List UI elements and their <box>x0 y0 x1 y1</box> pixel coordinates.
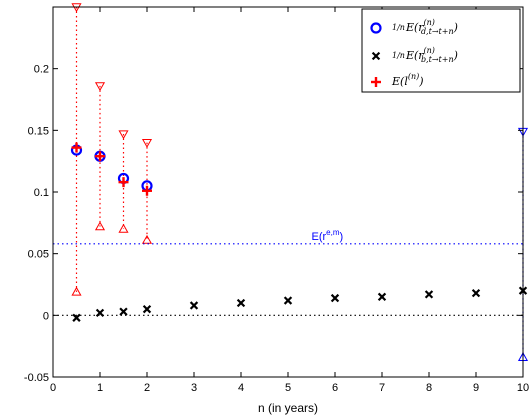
bond-return-point <box>72 313 81 322</box>
bond-return-point <box>377 292 387 302</box>
x-tick-label: 0 <box>50 382 56 394</box>
bond-return-point-stroke <box>424 290 434 299</box>
bond-return-point-stroke <box>330 293 340 303</box>
x-axis-label: n (in years) <box>258 401 318 415</box>
band-lower-marker <box>94 221 106 231</box>
bond-return-point-stroke <box>471 288 481 298</box>
bond-return-point-stroke <box>236 298 246 308</box>
y-tick-label: -0.05 <box>24 372 49 384</box>
bond-return-point <box>424 290 434 299</box>
reference-lines: E(re,m) <box>53 228 523 316</box>
y-tick-label: 0.2 <box>34 64 49 76</box>
legend-entry-label: 1/nE(r(n) b,t→t+n) <box>392 46 458 64</box>
bond-return-point <box>236 298 246 308</box>
bond-return-point-stroke <box>95 308 105 318</box>
bond-return-point-stroke <box>283 296 293 305</box>
bond-return-point <box>119 307 128 316</box>
leverage-point <box>71 142 82 153</box>
leverage-point <box>142 185 152 196</box>
legend-marker <box>371 51 381 61</box>
x-tick-label: 2 <box>144 382 150 394</box>
y-tick-label: 0.15 <box>28 125 49 137</box>
band-lower-marker <box>118 223 129 233</box>
x-tick-label: 5 <box>285 382 291 394</box>
x-tick-label: 7 <box>379 382 385 394</box>
bond-return-point <box>330 293 340 303</box>
x-tick-label: 8 <box>426 382 432 394</box>
bond-return-point-stroke <box>142 304 152 314</box>
band-lower-marker <box>71 286 82 296</box>
bond-return-point-stroke <box>189 301 199 310</box>
bond-return-point <box>95 308 105 318</box>
market-return-label: E(re,m) <box>312 228 344 243</box>
legend-entry-label: 1/nE(r(n) d,t→t+n) <box>392 18 458 36</box>
x-tick-label: 1 <box>97 382 103 394</box>
legend-marker <box>370 22 382 34</box>
x-tick-label: 9 <box>473 382 479 394</box>
bond-return-point <box>283 296 293 305</box>
legend-marker-stroke <box>371 51 381 61</box>
band-upper-marker <box>141 138 153 148</box>
bond-return-point <box>189 301 199 310</box>
bond-return-point-stroke <box>119 307 128 316</box>
bond-return-point <box>471 288 481 298</box>
band-upper-marker <box>118 130 129 140</box>
x-tick-label: 6 <box>332 382 338 394</box>
legend-marker <box>371 77 381 87</box>
leverage-point <box>118 177 129 188</box>
x-tick-label: 3 <box>191 382 197 394</box>
x-tick-label: 4 <box>238 382 244 394</box>
bond-return-point-stroke <box>72 313 81 322</box>
y-tick-label: 0 <box>43 310 49 322</box>
leverage-point <box>95 151 105 162</box>
y-tick-label: 0.1 <box>34 187 49 199</box>
legend: 1/nE(r(n) d,t→t+n) 1/nE(r(n) b,t→t+n) E(l(n)… <box>361 8 521 93</box>
x-tick-label: 10 <box>517 382 529 394</box>
legend-box <box>361 8 521 93</box>
bond-return-point <box>142 304 152 314</box>
band-upper-marker <box>94 82 106 92</box>
y-tick-label: 0.05 <box>28 249 49 261</box>
bond-return-point-stroke <box>377 292 387 302</box>
band-lower-marker <box>141 234 153 244</box>
legend-entry-label: E(l(n)) <box>391 72 424 88</box>
